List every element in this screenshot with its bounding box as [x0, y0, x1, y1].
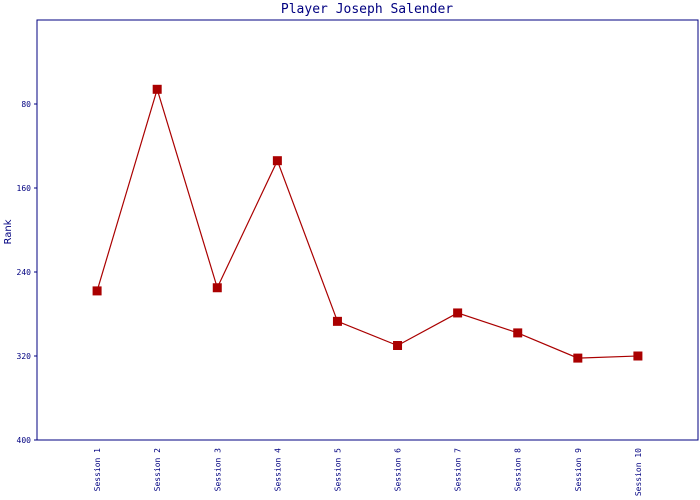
x-tick-label: Session 8: [514, 448, 523, 492]
x-tick-label: Session 5: [333, 448, 342, 492]
x-tick-label: Session 10: [634, 448, 643, 496]
data-point: [453, 308, 463, 318]
y-tick-label: 400: [17, 436, 32, 445]
x-tick-label: Session 6: [394, 448, 403, 492]
x-tick-label: Session 4: [273, 448, 282, 492]
data-point: [272, 156, 282, 166]
y-tick-label: 80: [21, 100, 31, 109]
data-point: [152, 84, 162, 94]
y-tick-label: 240: [17, 268, 32, 277]
x-tick-label: Session 3: [213, 448, 222, 492]
series-line: [96, 87, 638, 359]
y-axis-label: Rank: [3, 219, 14, 244]
data-point: [633, 351, 643, 361]
x-tick-label: Session 7: [454, 448, 463, 492]
data-point: [393, 341, 403, 350]
y-tick-label: 160: [17, 184, 32, 193]
y-tick-label: 320: [17, 352, 32, 361]
plot-frame: [36, 19, 699, 441]
x-tick-label: Session 9: [574, 448, 583, 492]
data-point: [92, 286, 102, 296]
data-point: [513, 328, 523, 338]
x-tick-label: Session 1: [93, 448, 102, 492]
data-point: [332, 316, 342, 326]
chart-title: Player Joseph Salender: [281, 2, 453, 17]
data-point: [212, 283, 222, 293]
data-point: [573, 353, 583, 363]
x-tick-label: Session 2: [153, 448, 162, 492]
